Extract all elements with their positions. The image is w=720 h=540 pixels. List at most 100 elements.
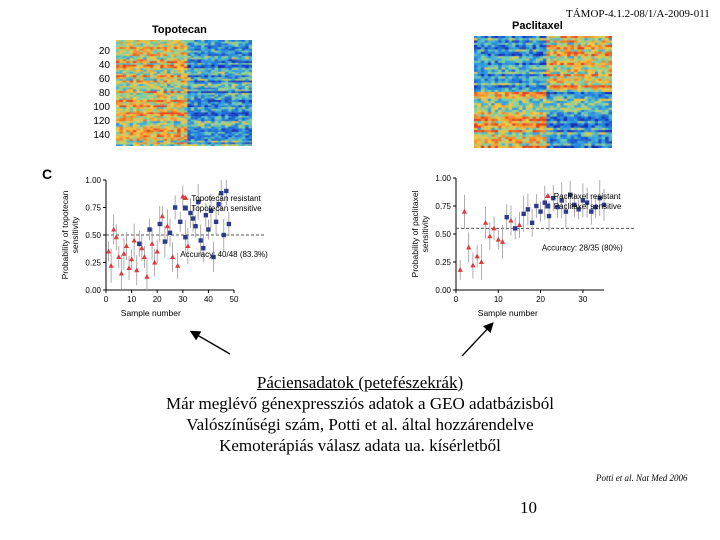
y-tick-label: 0.25 bbox=[85, 259, 101, 268]
sensitive-point bbox=[529, 220, 535, 225]
sensitive-point bbox=[576, 207, 581, 212]
y-axis-label: Probability of topotecan bbox=[60, 190, 70, 279]
caption: Páciensadatok (petefészekrák) Már meglév… bbox=[0, 372, 720, 456]
sensitive-point bbox=[542, 200, 547, 205]
resistant-point bbox=[131, 237, 137, 243]
heatmap-paclitaxel bbox=[474, 36, 612, 148]
row-tick: 40 bbox=[98, 60, 110, 71]
sensitive-point bbox=[213, 219, 219, 224]
sensitive-point bbox=[555, 204, 560, 210]
heatmap-paclitaxel-title: Paclitaxel bbox=[512, 20, 563, 32]
sensitive-point bbox=[538, 209, 543, 214]
sensitive-point bbox=[221, 232, 226, 238]
panel-label: C bbox=[42, 166, 53, 182]
resistant-point bbox=[169, 254, 176, 259]
x-axis-label: Sample number bbox=[121, 308, 181, 318]
sensitive-point bbox=[224, 188, 229, 194]
x-tick-label: 30 bbox=[578, 295, 587, 304]
arrow-right bbox=[461, 322, 494, 357]
heatmap-topotecan bbox=[116, 40, 252, 146]
x-axis-label: Sample number bbox=[478, 308, 538, 318]
sensitive-point bbox=[183, 235, 188, 240]
y-tick-label: 0.75 bbox=[85, 204, 101, 213]
x-tick-label: 0 bbox=[104, 295, 109, 304]
resistant-point bbox=[139, 245, 145, 251]
resistant-point bbox=[457, 267, 463, 272]
resistant-point bbox=[144, 274, 150, 279]
accuracy-annotation: Accuracy: 40/48 (83.3%) bbox=[180, 250, 268, 259]
sensitive-point bbox=[563, 209, 569, 214]
sensitive-point bbox=[208, 208, 214, 213]
resistant-point bbox=[134, 267, 140, 273]
legend-label: Topotecan sensitive bbox=[191, 204, 262, 213]
y-axis-label-cont: sensitivity bbox=[420, 215, 430, 253]
sensitive-point bbox=[589, 209, 594, 214]
row-tick: 100 bbox=[93, 102, 110, 113]
sensitive-point bbox=[172, 205, 178, 210]
resistant-point bbox=[116, 254, 122, 259]
sensitive-point bbox=[201, 246, 206, 251]
resistant-point bbox=[159, 213, 165, 219]
header-text: TÁMOP-4.1.2-08/1/A-2009-011 bbox=[566, 8, 710, 20]
sensitive-point bbox=[597, 195, 602, 201]
sensitive-point bbox=[572, 202, 577, 208]
resistant-point bbox=[474, 253, 480, 259]
sensitive-point bbox=[167, 230, 173, 235]
resistant-point bbox=[105, 248, 112, 254]
legend-marker bbox=[545, 203, 551, 209]
topotecan-chart: 0.00 0.25 0.50 0.75 1.00 0 10 20 30 40 50 Sample nu… bbox=[60, 176, 268, 318]
sensitive-point bbox=[584, 200, 590, 205]
sensitive-point bbox=[195, 199, 201, 205]
sensitive-point bbox=[219, 191, 224, 196]
resistant-point bbox=[108, 263, 114, 268]
x-tick-label: 10 bbox=[494, 295, 503, 304]
y-tick-label: 0.25 bbox=[435, 258, 451, 267]
legend-label: Paclitaxel sensitive bbox=[554, 202, 622, 211]
resistant-point bbox=[118, 270, 124, 276]
y-axis-label: Probability of paclitaxel bbox=[410, 190, 420, 277]
x-tick-label: 30 bbox=[178, 295, 187, 304]
y-tick-label: 1.00 bbox=[85, 176, 101, 185]
legend-marker bbox=[544, 193, 551, 198]
x-tick-label: 20 bbox=[536, 295, 545, 304]
sensitive-point bbox=[198, 238, 203, 243]
arrows bbox=[189, 322, 494, 357]
sensitive-point bbox=[534, 203, 539, 209]
x-tick-label: 20 bbox=[153, 295, 162, 304]
sensitive-point bbox=[216, 202, 221, 207]
sensitive-point bbox=[504, 215, 509, 220]
citation: Potti et al. Nat Med 2006 bbox=[596, 473, 688, 483]
x-tick-label: 10 bbox=[127, 295, 136, 304]
x-tick-label: 50 bbox=[230, 295, 239, 304]
caption-line-3: Valószínűségi szám, Potti et al. által h… bbox=[186, 415, 534, 434]
resistant-point bbox=[499, 239, 506, 244]
resistant-point bbox=[121, 250, 127, 256]
resistant-point bbox=[466, 244, 472, 250]
resistant-point bbox=[508, 217, 514, 223]
sensitive-point bbox=[521, 211, 526, 217]
resistant-point bbox=[129, 256, 135, 262]
resistant-point bbox=[185, 243, 191, 248]
accuracy-annotation: Accuracy: 28/35 (80%) bbox=[542, 243, 623, 252]
sensitive-point bbox=[567, 192, 573, 197]
resistant-point bbox=[516, 222, 523, 228]
row-tick: 60 bbox=[98, 74, 110, 85]
x-tick-label: 40 bbox=[204, 295, 213, 304]
sensitive-point bbox=[525, 207, 531, 212]
resistant-point bbox=[113, 234, 119, 240]
sensitive-point bbox=[137, 241, 142, 246]
sensitive-point bbox=[580, 198, 586, 203]
row-tick: 80 bbox=[98, 88, 110, 99]
caption-line-1: Páciensadatok (petefészekrák) bbox=[256, 373, 464, 392]
sensitive-point bbox=[601, 202, 607, 208]
y-axis-label-cont: sensitivity bbox=[70, 216, 80, 254]
sensitive-point bbox=[193, 224, 198, 229]
x-tick-label: 0 bbox=[454, 295, 459, 304]
y-tick-label: 0.75 bbox=[435, 202, 451, 211]
sensitive-point bbox=[551, 195, 556, 201]
resistant-point bbox=[487, 233, 493, 239]
row-tick: 120 bbox=[93, 116, 110, 127]
y-tick-label: 0.00 bbox=[85, 286, 101, 295]
sensitive-point bbox=[147, 227, 152, 232]
resistant-point bbox=[164, 223, 171, 229]
